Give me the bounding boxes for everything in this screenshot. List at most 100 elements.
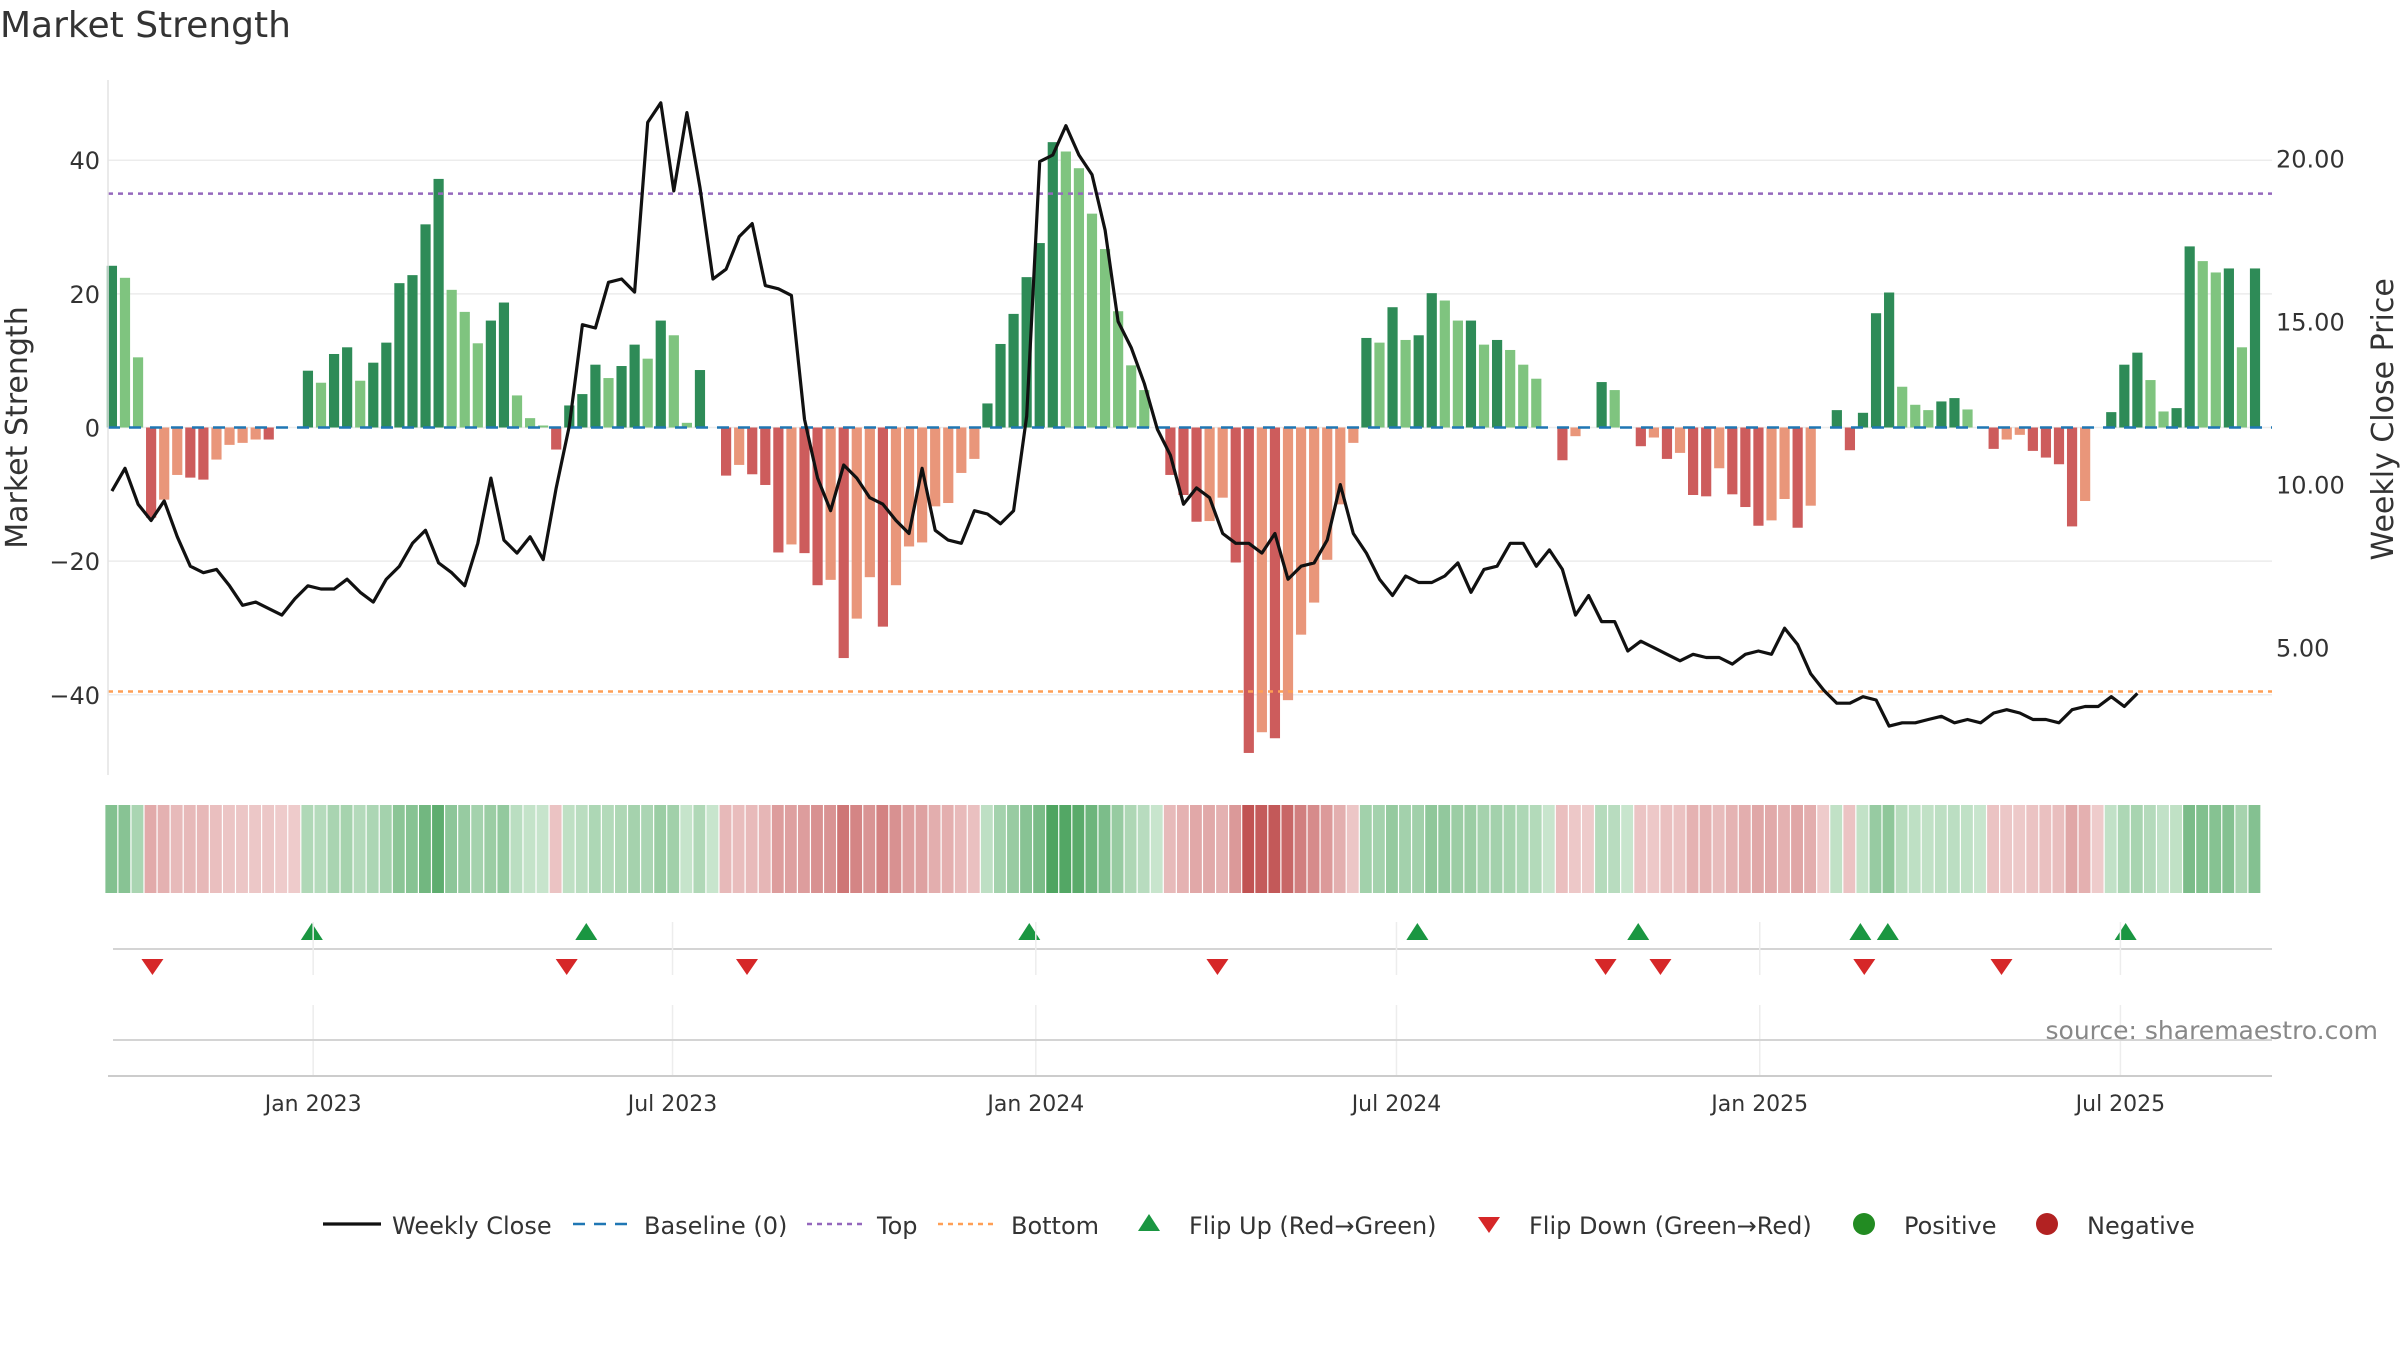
strength-bar <box>1008 313 1019 428</box>
heat-cell <box>1307 805 1320 893</box>
strength-bar <box>655 320 666 428</box>
flip-up-marker <box>2114 923 2137 940</box>
strength-bar <box>1897 386 1908 428</box>
strength-bar <box>2040 427 2052 458</box>
heat-cell <box>1098 805 1111 893</box>
strength-bar <box>159 427 170 500</box>
heat-cell <box>1974 805 1986 893</box>
strength-bar <box>1609 390 1620 428</box>
strength-bar <box>498 302 510 428</box>
heat-cell <box>1464 805 1477 893</box>
heat-cell <box>1255 805 1268 893</box>
strength-bar <box>786 427 797 545</box>
strength-bar <box>943 427 954 504</box>
heat-cell <box>575 805 588 893</box>
strength-bar <box>472 343 483 428</box>
heat-cell <box>1281 805 1294 893</box>
axes: −40 −20 0 20 40 5.00 10.00 15.00 20.00 Market Str… <box>0 80 2400 775</box>
strength-bar <box>538 425 549 428</box>
flip-down-marker <box>1206 959 1229 975</box>
heat-cell <box>419 805 431 893</box>
strength-bar <box>2119 364 2130 428</box>
heat-cell <box>2000 805 2013 893</box>
date-axis: Jan 2023 Jul 2023 Jan 2024 Jul 2024 Jan 2025… <box>108 922 2272 1117</box>
flip-down-marker <box>1594 959 1617 975</box>
heat-cell <box>105 805 118 893</box>
heat-cell <box>458 805 471 893</box>
strength-bar <box>1165 427 1176 475</box>
heat-cell <box>1934 805 1947 893</box>
strength-bar <box>1126 365 1137 428</box>
heat-cell <box>732 805 745 893</box>
heat-cell <box>1817 805 1830 893</box>
heat-cell <box>432 805 444 893</box>
strength-bar <box>1060 151 1071 428</box>
strength-bar <box>263 427 274 440</box>
heat-cell <box>1020 805 1032 893</box>
heat-cell <box>588 805 601 893</box>
heat-cell <box>353 805 366 893</box>
heat-cell <box>1294 805 1307 893</box>
heat-cell <box>1399 805 1411 893</box>
flip-up-marker <box>300 923 323 940</box>
legend-flip-down-label: Flip Down (Green→Red) <box>1529 1212 1812 1240</box>
heat-cell <box>1085 805 1098 893</box>
heat-cell <box>1007 805 1019 893</box>
heat-cell <box>1046 805 1059 893</box>
heat-cell <box>1386 805 1398 893</box>
heat-cell <box>1804 805 1817 893</box>
heat-cell <box>967 805 980 893</box>
strength-bar <box>2249 268 2261 428</box>
heat-cell <box>196 805 209 893</box>
legend-negative-swatch <box>2036 1213 2058 1235</box>
strength-bar <box>590 364 601 428</box>
reference-lines <box>108 192 2272 693</box>
heat-cell <box>157 805 170 893</box>
strength-bar <box>1701 427 1712 497</box>
strength-bar <box>1217 427 1228 498</box>
strength-heat-strip <box>105 805 2261 893</box>
strength-bar <box>2132 352 2143 428</box>
heat-cell <box>2104 805 2117 893</box>
strength-bar <box>1256 427 1267 733</box>
heat-cell <box>1673 805 1686 893</box>
legend-positive-swatch <box>1853 1213 1875 1235</box>
strength-bar <box>616 366 627 428</box>
flip-up-marker <box>575 923 598 940</box>
weekly-close-line <box>110 101 2139 728</box>
strength-bar <box>1596 382 1607 428</box>
legend-flip-down-swatch <box>1478 1217 1500 1233</box>
strength-bar <box>1099 249 1111 428</box>
heat-cell <box>288 805 301 893</box>
heat-cell <box>601 805 614 893</box>
heat-cell <box>144 805 157 893</box>
heat-cell <box>405 805 418 893</box>
heat-cell <box>1372 805 1385 893</box>
heat-cell <box>2091 805 2104 893</box>
heat-cell <box>1333 805 1346 893</box>
heat-cell <box>170 805 183 893</box>
legend-top-label: Top <box>876 1212 918 1240</box>
heat-cell <box>1960 805 1973 893</box>
strength-bar <box>1805 427 1816 506</box>
strength-bar <box>2236 347 2248 428</box>
y-tick-label: 40 <box>69 147 100 175</box>
heat-cell <box>2170 805 2182 893</box>
strength-bar <box>1439 300 1450 428</box>
heat-cell <box>523 805 536 893</box>
flip-down-marker <box>1649 959 1672 975</box>
strength-bar <box>825 427 836 580</box>
heat-cell <box>1176 805 1189 893</box>
heat-cell <box>954 805 967 893</box>
heat-cell <box>811 805 823 893</box>
heat-cell <box>1712 805 1725 893</box>
y-axis-title: Market Strength <box>0 306 35 548</box>
strength-bar <box>773 427 784 553</box>
x-tick-label: Jan 2024 <box>985 1092 1084 1117</box>
heat-cell <box>1778 805 1790 893</box>
strength-bar <box>721 427 732 476</box>
strength-bar <box>1570 427 1581 437</box>
strength-bar <box>1178 427 1189 495</box>
heat-cell <box>915 805 928 893</box>
flip-down-marker <box>1990 959 2013 975</box>
